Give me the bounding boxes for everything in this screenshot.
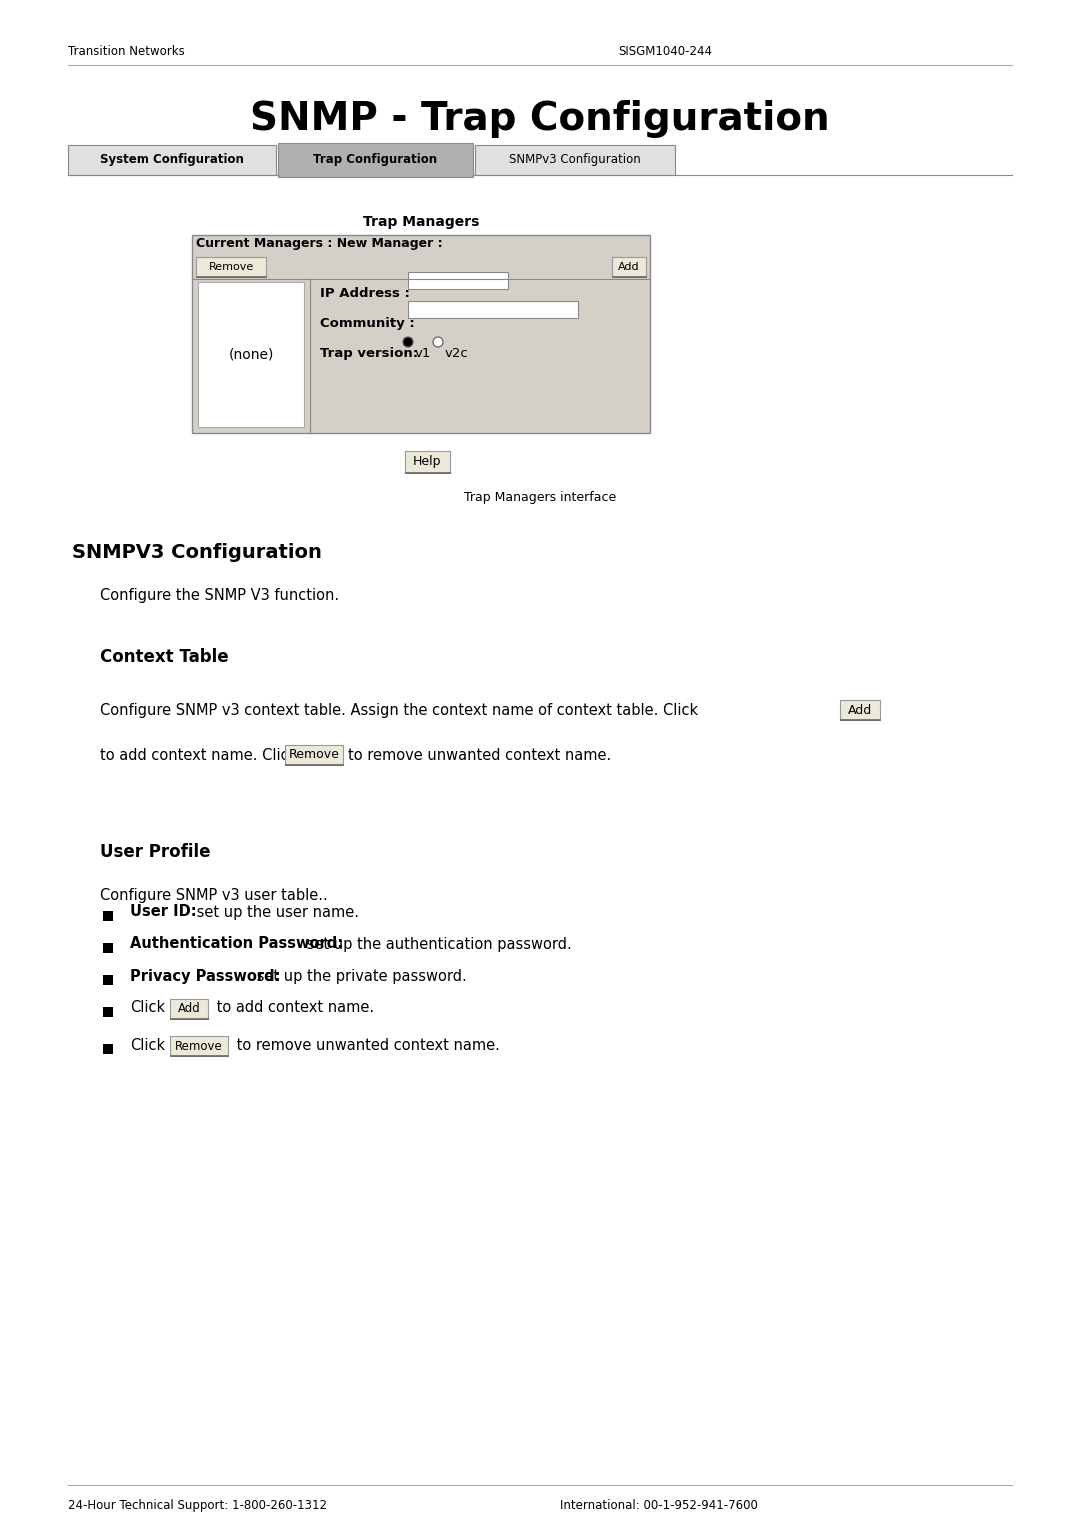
Bar xyxy=(103,976,113,985)
Text: Configure the SNMP V3 function.: Configure the SNMP V3 function. xyxy=(100,588,339,603)
Text: SNMP - Trap Configuration: SNMP - Trap Configuration xyxy=(251,99,829,137)
Text: Trap Configuration: Trap Configuration xyxy=(313,154,437,166)
Text: Remove: Remove xyxy=(208,263,254,272)
Bar xyxy=(198,282,303,428)
Bar xyxy=(278,144,473,177)
Bar xyxy=(170,999,208,1019)
Text: to remove unwanted context name.: to remove unwanted context name. xyxy=(232,1037,500,1052)
Text: (none): (none) xyxy=(228,348,273,362)
Text: to remove unwanted context name.: to remove unwanted context name. xyxy=(348,748,611,764)
Text: to add context name.: to add context name. xyxy=(212,1000,374,1015)
Text: set up the private password.: set up the private password. xyxy=(252,968,467,983)
Text: Add: Add xyxy=(848,704,873,716)
Text: SNMPv3 Configuration: SNMPv3 Configuration xyxy=(509,154,640,166)
Text: Trap Managers interface: Trap Managers interface xyxy=(464,492,616,504)
Text: 24-Hour Technical Support: 1-800-260-1312: 24-Hour Technical Support: 1-800-260-131… xyxy=(68,1500,327,1512)
Text: Trap version:: Trap version: xyxy=(320,347,418,360)
Bar xyxy=(103,1006,113,1017)
Text: Click: Click xyxy=(130,1000,165,1015)
Text: Remove: Remove xyxy=(175,1040,222,1052)
Bar xyxy=(405,450,450,473)
Text: Remove: Remove xyxy=(288,748,339,762)
Text: Configure SNMP v3 user table..: Configure SNMP v3 user table.. xyxy=(100,889,327,902)
Bar xyxy=(103,1044,113,1054)
Bar xyxy=(408,301,578,318)
Text: User Profile: User Profile xyxy=(100,843,211,861)
Circle shape xyxy=(403,337,413,347)
Bar xyxy=(840,699,880,721)
Text: User ID:: User ID: xyxy=(130,904,197,919)
Text: Click: Click xyxy=(130,1037,165,1052)
Text: Add: Add xyxy=(618,263,639,272)
Bar xyxy=(192,235,650,434)
Text: Current Managers : New Manager :: Current Managers : New Manager : xyxy=(195,237,443,250)
Text: Community :: Community : xyxy=(320,318,415,330)
Text: to add context name. Click: to add context name. Click xyxy=(100,748,297,764)
Text: Privacy Password:: Privacy Password: xyxy=(130,968,281,983)
Bar xyxy=(103,944,113,953)
Circle shape xyxy=(433,337,443,347)
Text: IP Address :: IP Address : xyxy=(320,287,410,299)
Text: System Configuration: System Configuration xyxy=(100,154,244,166)
Text: International: 00-1-952-941-7600: International: 00-1-952-941-7600 xyxy=(561,1500,758,1512)
Bar xyxy=(103,912,113,921)
Bar xyxy=(285,745,343,765)
Bar xyxy=(612,257,646,276)
Bar xyxy=(475,145,675,176)
Bar xyxy=(170,1035,228,1057)
Text: Add: Add xyxy=(177,1003,201,1015)
Text: SNMPV3 Configuration: SNMPV3 Configuration xyxy=(72,544,322,562)
Text: Configure SNMP v3 context table. Assign the context name of context table. Click: Configure SNMP v3 context table. Assign … xyxy=(100,702,698,718)
Text: set up the authentication password.: set up the authentication password. xyxy=(302,936,571,951)
Text: SISGM1040-244: SISGM1040-244 xyxy=(618,44,712,58)
Text: Transition Networks: Transition Networks xyxy=(68,44,185,58)
Bar xyxy=(195,257,266,276)
Text: v1: v1 xyxy=(415,347,431,360)
Text: Help: Help xyxy=(414,455,442,469)
Text: Trap Managers: Trap Managers xyxy=(363,215,480,229)
Text: Context Table: Context Table xyxy=(100,647,229,666)
Bar xyxy=(68,145,276,176)
Bar xyxy=(408,272,508,289)
Text: v2c: v2c xyxy=(445,347,469,360)
Text: set up the user name.: set up the user name. xyxy=(192,904,359,919)
Text: Authentication Password:: Authentication Password: xyxy=(130,936,343,951)
